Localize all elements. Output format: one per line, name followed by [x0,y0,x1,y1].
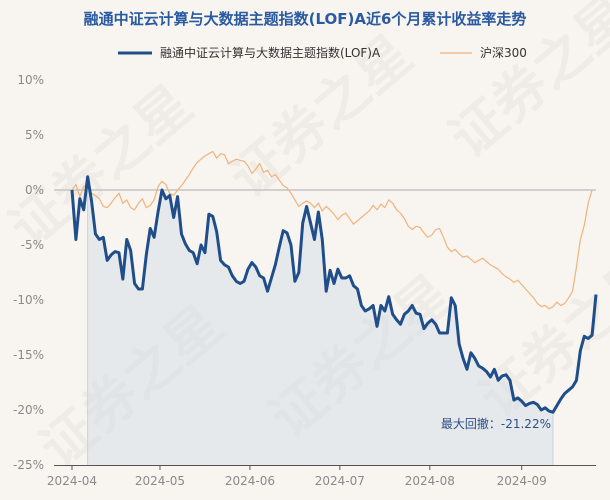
legend: 融通中证云计算与大数据主题指数(LOF)A 沪深300 [118,45,527,60]
legend-label-hs300: 沪深300 [480,46,527,60]
series-line-hs300 [71,150,593,310]
y-tick-label: -5% [21,238,44,252]
max-drawdown-area [87,176,553,466]
x-axis: 2024-04 2024-05 2024-06 2024-07 2024-08 2024-… [47,465,596,488]
y-tick-label: -25% [13,458,44,472]
y-tick-label: -10% [13,293,44,307]
y-tick-label: -15% [13,348,44,362]
legend-label-fund: 融通中证云计算与大数据主题指数(LOF)A [160,45,381,60]
x-tick-label: 2024-09 [497,474,547,488]
chart-title: 融通中证云计算与大数据主题指数(LOF)A近6个月累计收益率走势 [83,10,527,28]
x-tick-label: 2024-06 [225,474,275,488]
max-drawdown-label: 最大回撤：-21.22% [441,416,551,431]
y-tick-label: 10% [17,73,44,87]
x-tick-label: 2024-04 [47,474,97,488]
series-line-fund [70,175,598,414]
y-axis: 10% 5% 0% -5% -10% -15% -20% -25% [13,73,596,472]
x-tick-label: 2024-07 [315,474,365,488]
x-tick-label: 2024-05 [135,474,185,488]
x-tick-label: 2024-08 [405,474,455,488]
y-tick-label: 5% [25,128,44,142]
plot-area: 最大回撤：-21.22% [70,150,598,466]
y-tick-label: 0% [25,183,44,197]
watermark-2: 证券之星 [438,0,610,170]
y-tick-label: -20% [13,403,44,417]
